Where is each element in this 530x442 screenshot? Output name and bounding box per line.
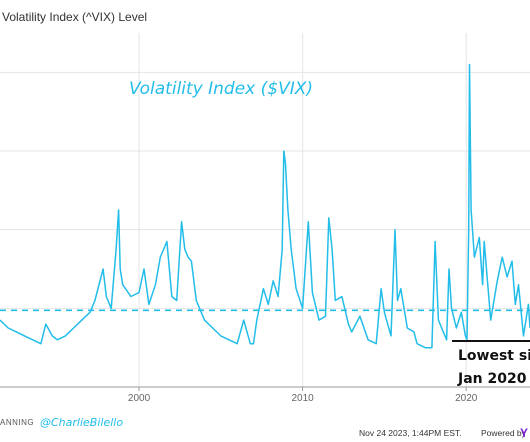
footer-timestamp: Nov 24 2023, 1:44PM EST.: [359, 428, 462, 438]
x-tick-label-2010: 2010: [291, 393, 314, 404]
x-tick-label-2020: 2020: [455, 393, 478, 404]
chart-header-title: Volatility Index (^VIX) Level: [2, 10, 147, 24]
grid-lines: [0, 33, 530, 387]
series-line-0: [0, 63, 530, 349]
callout: Lowest sinc Jan 2020: [452, 340, 530, 387]
callout-line1: Lowest sinc: [458, 348, 530, 364]
footer-powered-by: Powered by: [481, 428, 527, 438]
footer: ANNING @CharlieBilello Nov 24 2023, 1:44…: [0, 416, 528, 440]
callout-line2: Jan 2020: [457, 371, 527, 387]
ycharts-logo-fragment[interactable]: Y: [520, 426, 528, 440]
series-layer: [0, 63, 530, 349]
chart-annotation-title: Volatility Index ($VIX): [129, 79, 313, 99]
x-axis: 2000 2010 2020: [0, 386, 530, 404]
footer-brand-fragment: ANNING: [0, 418, 34, 427]
footer-handle[interactable]: @CharlieBilello: [40, 416, 123, 429]
x-tick-label-2000: 2000: [128, 393, 151, 404]
